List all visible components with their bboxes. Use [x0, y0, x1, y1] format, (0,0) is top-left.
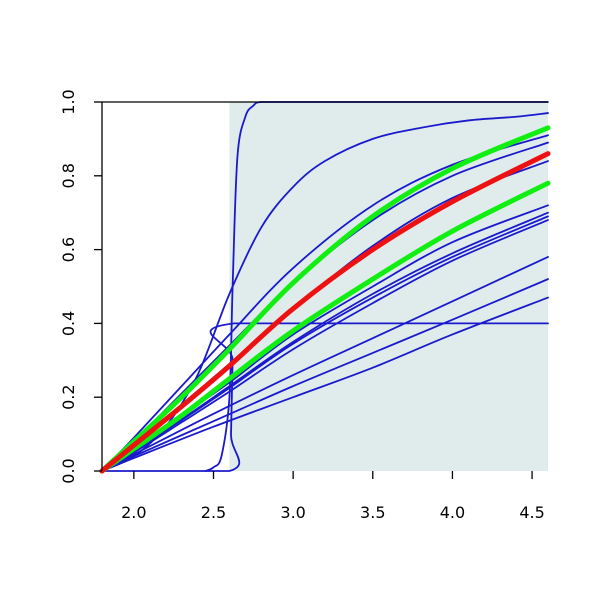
- x-tick-label-1: 2.5: [201, 503, 226, 522]
- axes-layer: 2.0 2.5 3.0 3.5 4.0 4.5 0.0 0.2 0.4 0.6 0.8 1.0: [59, 89, 548, 522]
- y-tick-label-1: 0.2: [59, 384, 78, 409]
- bound-line-13: [99, 125, 551, 474]
- y-tick-label-4: 0.8: [59, 163, 78, 188]
- y-tick-label-5: 1.0: [59, 89, 78, 114]
- curve-line-3: [101, 134, 549, 472]
- x-tick-label-2: 3.0: [280, 503, 305, 522]
- x-tick-label-4: 4.0: [440, 503, 465, 522]
- curve-line-10: [101, 256, 549, 472]
- y-tick-label-3: 0.6: [59, 237, 78, 262]
- highlight-line-15: [99, 151, 551, 474]
- bound-line-14: [99, 180, 551, 474]
- curve-line-12: [101, 296, 549, 472]
- x-tick-label-3: 3.5: [360, 503, 385, 522]
- x-tick-label-5: 4.5: [519, 503, 544, 522]
- y-tick-label-2: 0.4: [59, 311, 78, 336]
- curve-line-9: [101, 219, 549, 472]
- shaded-region: [229, 102, 548, 471]
- series-layer: [99, 101, 551, 474]
- curve-line-11: [101, 278, 549, 472]
- plot-frame: [101, 101, 548, 471]
- y-tick-label-0: 0.0: [59, 458, 78, 483]
- x-tick-label-0: 2.0: [121, 503, 146, 522]
